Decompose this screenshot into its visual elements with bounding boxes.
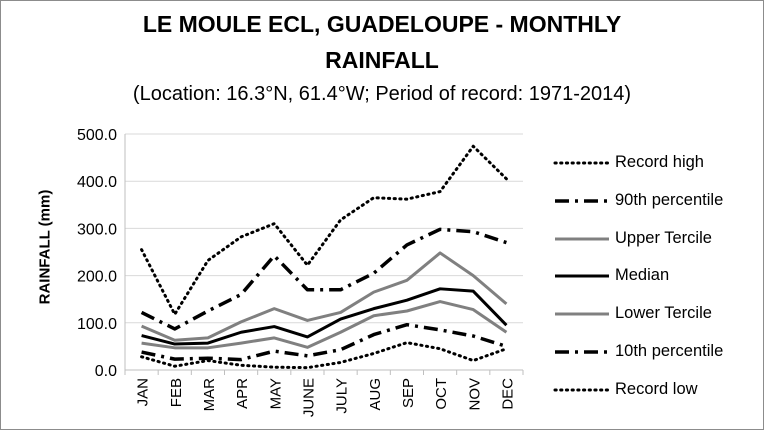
legend-swatch xyxy=(555,274,609,278)
legend-item: Record high xyxy=(549,151,754,189)
legend-swatch xyxy=(553,161,611,165)
legend-label: 10th percentile xyxy=(615,341,724,360)
chart-title-line2: RAINFALL xyxy=(325,47,439,73)
legend: Record high 90th percentile Upper Tercile M… xyxy=(549,151,754,416)
series-line-2 xyxy=(140,227,507,331)
y-tick-label: 500.0 xyxy=(77,127,117,144)
chart-subtitle: (Location: 16.3°N, 61.4°W; Period of rec… xyxy=(132,83,632,105)
y-tick-label: 300.0 xyxy=(77,221,117,238)
legend-item: Lower Tercile xyxy=(549,302,754,340)
legend-label: Lower Tercile xyxy=(615,304,712,323)
x-tick-label: MAY xyxy=(267,378,284,409)
x-tick-label: NOV xyxy=(466,378,483,411)
series-line-6 xyxy=(141,322,507,362)
y-tick-label: 0.0 xyxy=(95,363,117,380)
y-tick-label: 200.0 xyxy=(77,269,117,286)
y-tick-label: 400.0 xyxy=(77,174,117,191)
legend-swatch xyxy=(555,312,609,316)
x-tick-label: SEP xyxy=(400,378,417,408)
x-tick-label: APR xyxy=(234,378,251,409)
legend-label: Upper Tercile xyxy=(615,228,712,247)
x-tick-label: DEC xyxy=(499,378,516,410)
legend-swatch xyxy=(555,237,609,241)
legend-item: 10th percentile xyxy=(549,340,754,378)
legend-swatch xyxy=(553,388,611,392)
series-line-4 xyxy=(141,287,508,346)
x-tick-label: JULY xyxy=(334,378,351,414)
legend-item: Median xyxy=(549,264,754,302)
legend-item: 90th percentile xyxy=(549,189,754,227)
legend-item: Record low xyxy=(549,378,754,416)
series-line-7 xyxy=(140,341,508,370)
x-tick-label: JUNE xyxy=(300,378,317,417)
legend-label: Record high xyxy=(615,153,704,171)
x-tick-label: MAR xyxy=(201,378,218,412)
x-tick-label: FEB xyxy=(168,378,185,407)
legend-item: Upper Tercile xyxy=(549,227,754,265)
legend-label: Record low xyxy=(615,379,698,398)
series-line-5 xyxy=(141,300,508,350)
x-tick-label: OCT xyxy=(433,378,450,410)
series-line-3 xyxy=(140,251,508,342)
legend-label: Median xyxy=(615,266,670,285)
x-tick-label: AUG xyxy=(367,378,384,411)
legend-label: 90th percentile xyxy=(615,190,724,209)
y-tick-label: 100.0 xyxy=(77,316,117,333)
legend-swatch xyxy=(555,350,609,354)
chart-title-line1: LE MOULE ECL, GUADELOUPE - MONTHLY xyxy=(142,11,622,37)
legend-swatch xyxy=(555,199,609,203)
x-tick-label: JAN xyxy=(135,378,152,406)
series-line-1 xyxy=(140,144,508,316)
